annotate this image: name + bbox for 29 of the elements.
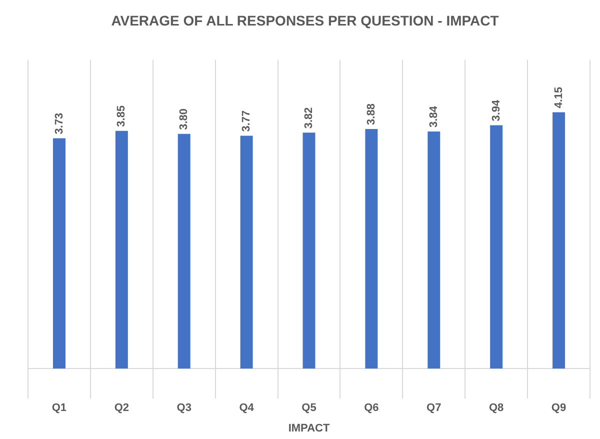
x-tick-label: Q7	[426, 402, 442, 414]
chart-title: AVERAGE OF ALL RESPONSES PER QUESTION - IMPACT	[111, 12, 500, 28]
data-label: 3.84	[428, 105, 440, 128]
data-label: 4.15	[552, 86, 565, 108]
data-label: 3.77	[240, 110, 253, 132]
x-tick-label: Q3	[176, 402, 192, 414]
bar	[52, 138, 66, 369]
bar	[490, 125, 503, 369]
bar	[115, 130, 128, 369]
bar	[552, 112, 566, 369]
x-tick-label: Q8	[488, 402, 504, 414]
x-tick-label: Q1	[52, 402, 67, 414]
x-axis-title: IMPACT	[288, 422, 330, 434]
x-tick-label: Q4	[239, 402, 255, 414]
bar	[178, 134, 190, 369]
data-label: 3.80	[178, 108, 190, 130]
data-label: 3.88	[365, 104, 378, 125]
data-label: 3.73	[53, 112, 66, 134]
x-tick-label: Q2	[114, 402, 130, 414]
bar	[365, 128, 378, 369]
data-label: 3.85	[116, 105, 128, 127]
x-tick-label: Q9	[551, 402, 566, 414]
bar	[428, 131, 440, 369]
data-label: 3.94	[490, 98, 502, 122]
bar	[240, 136, 253, 369]
bar	[302, 132, 316, 369]
data-label: 3.82	[303, 107, 316, 129]
x-tick-label: Q5	[302, 402, 316, 414]
x-tick-label: Q6	[364, 402, 379, 414]
